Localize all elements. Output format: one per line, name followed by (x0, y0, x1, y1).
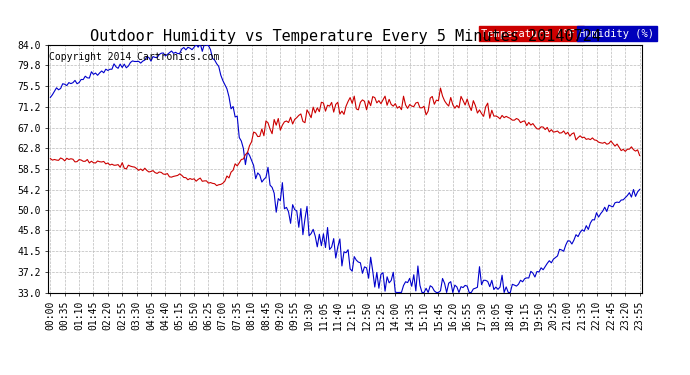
Title: Outdoor Humidity vs Temperature Every 5 Minutes 20140724: Outdoor Humidity vs Temperature Every 5 … (90, 29, 600, 44)
Text: Humidity (%): Humidity (%) (580, 29, 654, 39)
Text: Copyright 2014 Cartronics.com: Copyright 2014 Cartronics.com (50, 53, 220, 62)
Text: Temperature (°F): Temperature (°F) (482, 29, 582, 39)
